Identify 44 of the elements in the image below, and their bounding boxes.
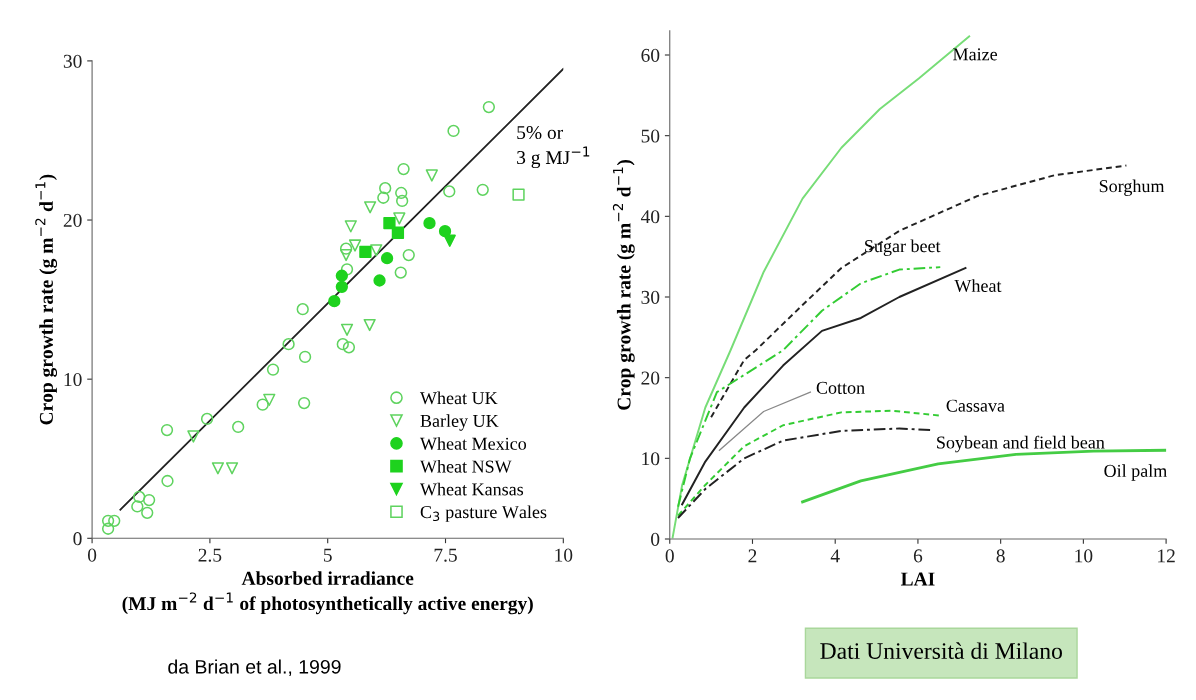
legend-label: C$_{3}$ pasture Wales (420, 505, 547, 522)
series-label: Cassava (946, 399, 1005, 412)
y-tick-label: 10 (642, 452, 660, 466)
x-tick-label: 8 (996, 549, 1005, 563)
x-tick-label: 2 (748, 549, 757, 563)
legend-label: Wheat Kansas (419, 482, 524, 496)
y-tick-label: 10 (64, 372, 82, 387)
x-tick-label: 10 (1075, 549, 1093, 563)
x-tick-label: 7.5 (434, 548, 457, 562)
y-tick-label: 30 (641, 290, 660, 304)
series-label: Cotton (816, 381, 865, 394)
legend-label: Wheat NSW (419, 459, 512, 473)
y-tick-label: 20 (641, 371, 660, 385)
text: Dati Università di Milano (820, 642, 1062, 660)
series-label: Maize (953, 48, 998, 61)
series-label: Sorghum (1099, 179, 1165, 196)
series-label: Wheat (954, 279, 1002, 293)
y-tick-label: 20 (63, 213, 82, 227)
x-tick-label: 12 (1158, 549, 1175, 563)
series-label: Sugar beet (865, 239, 941, 256)
y-axis-title: Crop growth rate (g m$^{−2}$ d$^{−1}$) (35, 174, 58, 425)
x-tick-label: 4 (830, 549, 840, 563)
y-tick-label: 0 (73, 532, 82, 546)
x-tick-label: 10 (555, 548, 573, 562)
legend-label: Barley UK (420, 414, 499, 431)
y-axis-title: Crop growth rate (g m$^{−2}$ d$^{−1}$) (612, 160, 635, 410)
x-axis-title: LAI (900, 572, 935, 586)
y-tick-label: 40 (640, 210, 660, 224)
y-tick-label: 50 (641, 129, 660, 143)
legend-label: Wheat UK (419, 391, 498, 405)
text: Absorbed irradiance (MJ m$^{−2}$ d$^{−1}$ of photosynthetically active energy) (122, 571, 533, 615)
x-tick-label: 2.5 (198, 548, 222, 562)
x-tick-label: 5 (323, 548, 332, 562)
annotation: 5% or 3 g MJ$^{−1}$ (517, 125, 590, 169)
series-label: Oil palm (1104, 464, 1168, 481)
x-tick-label: 0 (87, 548, 97, 562)
x-tick-label: 0 (665, 549, 674, 563)
y-tick-label: 0 (651, 532, 660, 546)
text: da Brian et al., 1999 (168, 659, 341, 677)
x-tick-label: 6 (913, 549, 923, 563)
y-tick-label: 60 (641, 48, 660, 62)
legend-label: Wheat Mexico (419, 437, 527, 450)
series-label: Soybean and field bean (937, 435, 1105, 453)
y-tick-label: 30 (63, 54, 82, 68)
